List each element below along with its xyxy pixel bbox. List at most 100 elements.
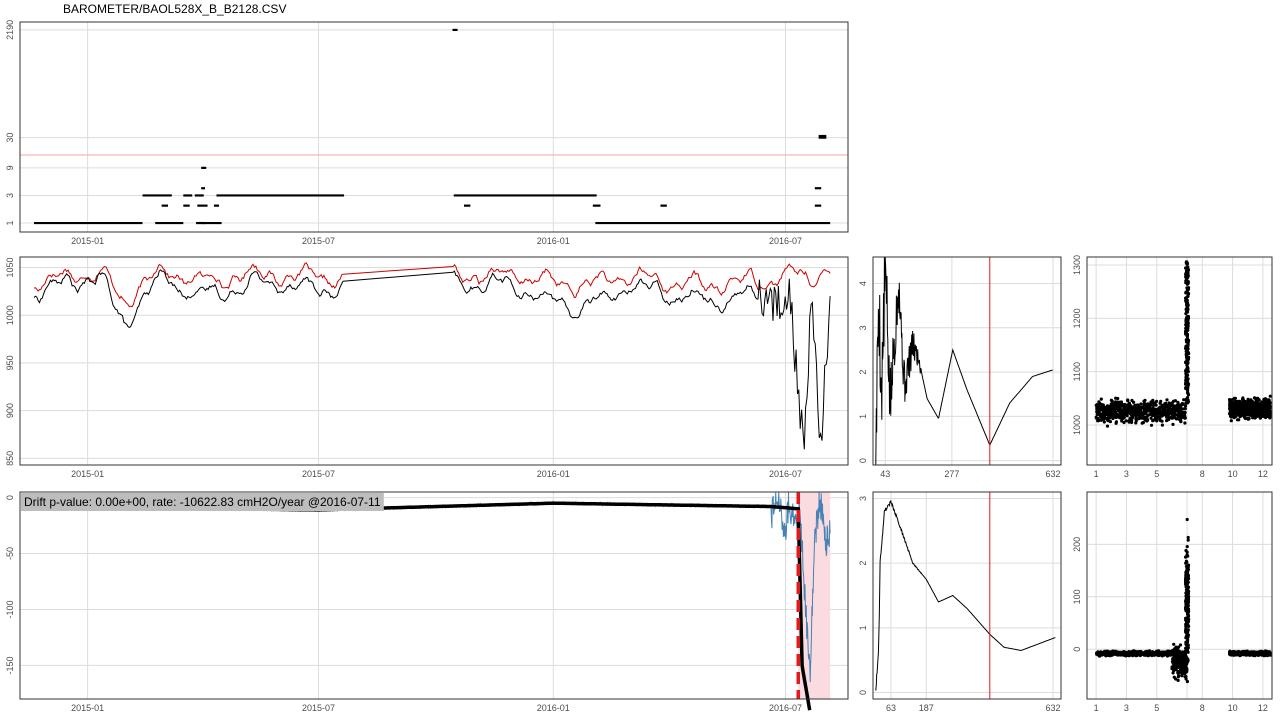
scatter-point bbox=[1158, 416, 1162, 420]
y-tick-label: 0 bbox=[858, 690, 868, 695]
scatter-point bbox=[1185, 570, 1189, 574]
panel-border bbox=[19, 256, 849, 466]
x-tick-label: 10 bbox=[1228, 469, 1238, 479]
scatter-point bbox=[1101, 409, 1105, 413]
scatter-point bbox=[1095, 651, 1100, 655]
scatter-point bbox=[1186, 377, 1190, 381]
scatter-point bbox=[1116, 401, 1120, 405]
scatter-point bbox=[1246, 408, 1250, 412]
scatter-point bbox=[1145, 414, 1149, 419]
drift-series-panel: 2015-01 2015-07 2016-01 2016-07 -150 -100 -50 0… bbox=[5, 491, 849, 713]
scatter-point bbox=[1155, 407, 1159, 411]
scatter-point bbox=[1122, 415, 1126, 420]
scatter-point bbox=[1186, 292, 1190, 296]
scatter-point bbox=[1102, 420, 1106, 424]
scatter-point bbox=[1262, 399, 1266, 403]
scatter-point bbox=[1185, 303, 1189, 307]
scatter-point bbox=[1186, 554, 1190, 558]
drift-annotation-text: Drift p-value: 0.00e+00, rate: -10622.83… bbox=[24, 495, 381, 509]
scatter-point bbox=[1111, 403, 1115, 407]
scatter-point bbox=[1137, 413, 1141, 418]
scatter-point bbox=[1182, 398, 1186, 402]
y-tick-label: 950 bbox=[5, 355, 15, 370]
scatter-point bbox=[1172, 642, 1176, 646]
scatter-point bbox=[1185, 595, 1189, 599]
scatter-point bbox=[1251, 411, 1255, 415]
drift-annotation-background bbox=[21, 493, 384, 511]
scatter-point bbox=[1172, 669, 1176, 673]
scatter-point bbox=[1256, 405, 1260, 409]
data-layer bbox=[1094, 257, 1272, 465]
y-tick-label: 1100 bbox=[1072, 362, 1082, 381]
scatter-point bbox=[1243, 652, 1247, 656]
scatter-point bbox=[1176, 671, 1180, 675]
scatter-point bbox=[1155, 651, 1159, 656]
scatter-point bbox=[1242, 415, 1247, 419]
y-tick-label: 3 bbox=[858, 325, 868, 330]
scatter-point bbox=[1176, 417, 1180, 421]
y-tick-label: 1 bbox=[5, 221, 15, 226]
scatter-point bbox=[1122, 652, 1126, 656]
scatter-point bbox=[1176, 678, 1180, 683]
scatter-point bbox=[1186, 650, 1190, 654]
scatter-point bbox=[1126, 398, 1130, 402]
scatter-point bbox=[1266, 405, 1270, 409]
scatter-point bbox=[1184, 604, 1189, 608]
scatter-point bbox=[1182, 650, 1186, 655]
scatter-point bbox=[1257, 398, 1261, 402]
scatter-point bbox=[1186, 612, 1190, 616]
scatter-point bbox=[1112, 413, 1116, 417]
scatter-point bbox=[1171, 422, 1175, 426]
scatter-point bbox=[1109, 414, 1113, 418]
scatter-point bbox=[1124, 419, 1128, 423]
data-layer bbox=[875, 256, 1053, 466]
y-tick-label: -50 bbox=[5, 547, 15, 560]
raw-pressure-line bbox=[33, 269, 344, 329]
scatter-point bbox=[1107, 650, 1111, 654]
y-tick-label: 4 bbox=[858, 281, 868, 286]
panel-background bbox=[20, 257, 848, 465]
scatter-point bbox=[1260, 413, 1264, 417]
scatter-point bbox=[1096, 407, 1100, 411]
scatter-point bbox=[1158, 653, 1162, 657]
y-tick-label: 1050 bbox=[5, 257, 15, 277]
scatter-point bbox=[1137, 410, 1141, 414]
scatter-point bbox=[1177, 645, 1181, 649]
acf-pressure-panel: 43 277 632 0 1 2 3 4 bbox=[858, 256, 1062, 479]
scatter-point bbox=[1172, 406, 1176, 410]
scatter-point bbox=[1122, 406, 1126, 410]
scatter-point bbox=[1185, 349, 1189, 353]
scatter-point bbox=[1173, 412, 1177, 416]
panel-background bbox=[873, 257, 1061, 465]
scatter-point bbox=[1148, 651, 1152, 656]
scatter-point bbox=[1238, 413, 1243, 418]
scatter-point bbox=[1124, 653, 1128, 657]
adjusted-pressure-line bbox=[452, 263, 831, 299]
scatter-point bbox=[1160, 423, 1164, 427]
scatter-point bbox=[1158, 409, 1163, 413]
x-tick-label: 2015-01 bbox=[71, 236, 104, 246]
scatter-point bbox=[1184, 275, 1188, 279]
scatter-point bbox=[1187, 286, 1191, 290]
x-tick-label: 43 bbox=[880, 469, 890, 479]
y-tick-label: 1 bbox=[858, 414, 868, 419]
scatter-point bbox=[1185, 295, 1189, 299]
scatter-point bbox=[1104, 650, 1108, 654]
scatter-point bbox=[1134, 652, 1138, 657]
scatter-point bbox=[1182, 407, 1186, 411]
scatter-point bbox=[1228, 399, 1232, 403]
scatter-point bbox=[1174, 668, 1178, 672]
scatter-point bbox=[1247, 416, 1251, 421]
y-tick-label: 3 bbox=[5, 193, 15, 198]
data-layer bbox=[20, 28, 848, 225]
scatter-point bbox=[1233, 396, 1237, 400]
scatter-point bbox=[1185, 545, 1189, 549]
scatter-point bbox=[1146, 654, 1150, 658]
scatter-point bbox=[1185, 587, 1189, 591]
scatter-point bbox=[1144, 418, 1148, 422]
scatter-point bbox=[1186, 600, 1190, 604]
y-tick-label: 850 bbox=[5, 451, 15, 466]
x-tick-label: 2016-01 bbox=[537, 236, 570, 246]
scatter-point bbox=[1123, 402, 1127, 407]
scatter-point bbox=[1146, 407, 1150, 412]
